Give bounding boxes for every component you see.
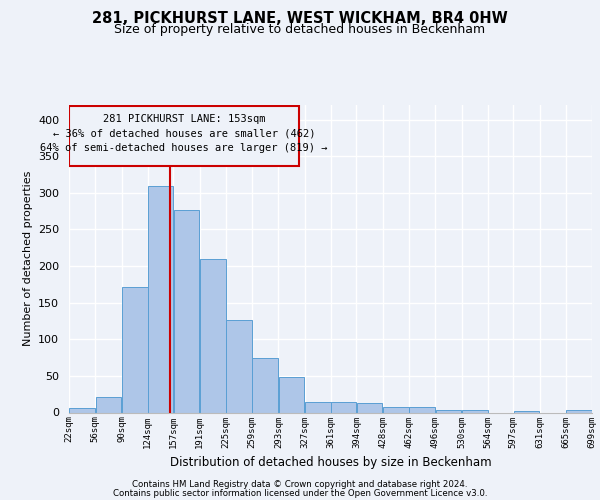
Bar [514,411,539,412]
Text: 281, PICKHURST LANE, WEST WICKHAM, BR4 0HW: 281, PICKHURST LANE, WEST WICKHAM, BR4 0… [92,11,508,26]
Bar [95,397,121,412]
Bar [173,210,199,412]
Bar [279,376,304,412]
Bar [122,286,148,412]
Text: ← 36% of detached houses are smaller (462): ← 36% of detached houses are smaller (46… [53,128,316,138]
Text: Contains public sector information licensed under the Open Government Licence v3: Contains public sector information licen… [113,488,487,498]
Text: 64% of semi-detached houses are larger (819) →: 64% of semi-detached houses are larger (… [40,143,328,153]
Bar [357,403,382,412]
Text: Size of property relative to detached houses in Beckenham: Size of property relative to detached ho… [115,22,485,36]
Bar [305,402,331,412]
Bar [226,320,252,412]
Bar [566,410,592,412]
Y-axis label: Number of detached properties: Number of detached properties [23,171,32,346]
Bar [436,410,461,412]
FancyBboxPatch shape [69,106,299,166]
Bar [70,408,95,412]
X-axis label: Distribution of detached houses by size in Beckenham: Distribution of detached houses by size … [170,456,491,469]
Bar [200,259,226,412]
Bar [253,358,278,412]
Text: 281 PICKHURST LANE: 153sqm: 281 PICKHURST LANE: 153sqm [103,114,265,124]
Bar [331,402,356,412]
Bar [148,186,173,412]
Bar [462,410,488,412]
Text: Contains HM Land Registry data © Crown copyright and database right 2024.: Contains HM Land Registry data © Crown c… [132,480,468,489]
Bar [383,406,409,412]
Bar [409,408,435,412]
